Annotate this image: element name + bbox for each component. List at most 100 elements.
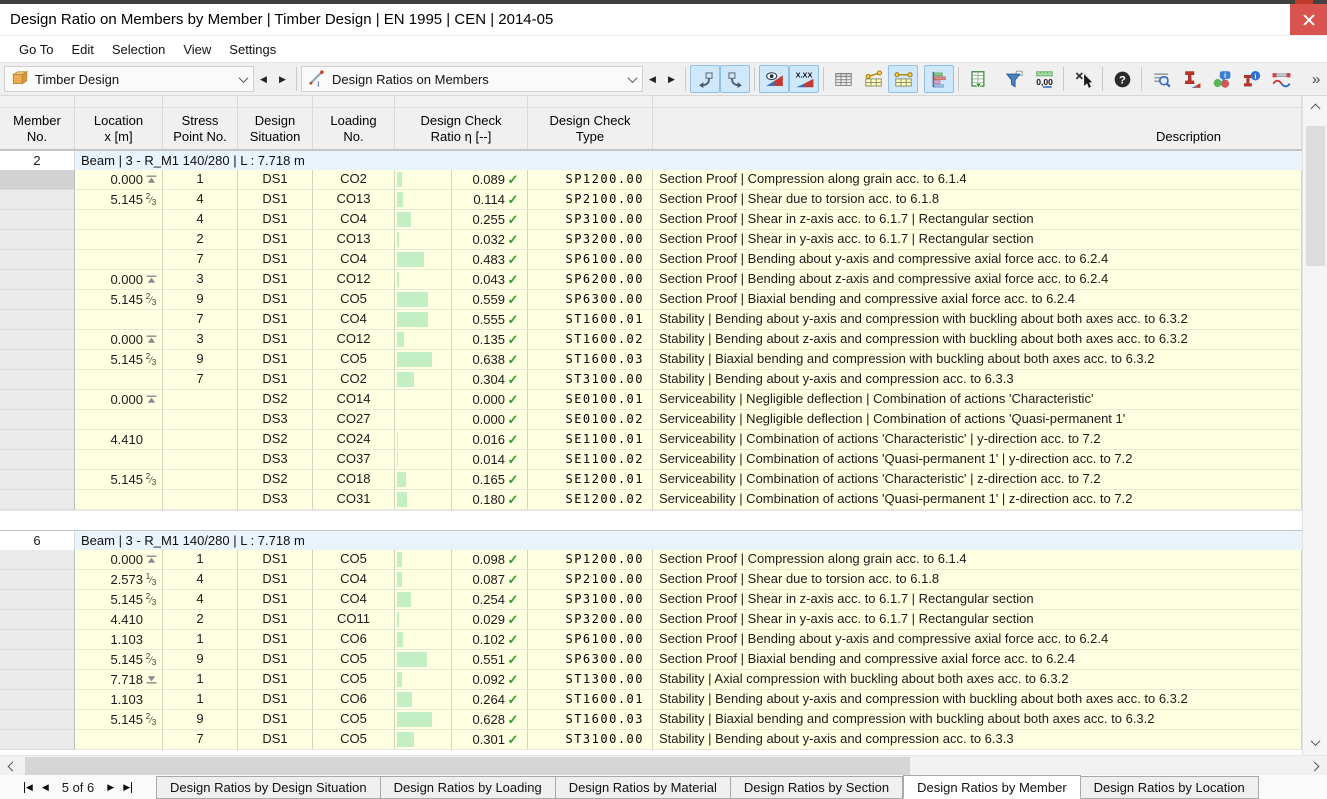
row-header-cell[interactable] bbox=[0, 330, 75, 350]
loading-cell[interactable]: CO6 bbox=[313, 690, 395, 710]
design-situation-cell[interactable]: DS3 bbox=[238, 450, 313, 470]
design-check-type-cell[interactable]: SE1100.02 bbox=[528, 450, 653, 470]
loading-cell[interactable]: CO27 bbox=[313, 410, 395, 430]
stress-point-cell[interactable]: 1 bbox=[163, 690, 238, 710]
description-cell[interactable]: Stability | Axial compression with buckl… bbox=[653, 670, 1302, 690]
design-situation-cell[interactable]: DS1 bbox=[238, 250, 313, 270]
ratio-bar-cell[interactable] bbox=[395, 630, 452, 650]
ratio-bar-cell[interactable] bbox=[395, 650, 452, 670]
ratio-value-cell[interactable]: 0.000 ✓ bbox=[452, 410, 528, 430]
design-situation-cell[interactable]: DS1 bbox=[238, 290, 313, 310]
result-diagram-icon[interactable] bbox=[924, 65, 954, 93]
location-cell[interactable]: 5.145 2⁄3 bbox=[75, 350, 163, 370]
description-cell[interactable]: Section Proof | Shear in z-axis acc. to … bbox=[653, 590, 1302, 610]
ratio-value-cell[interactable]: 0.301 ✓ bbox=[452, 730, 528, 750]
menu-item-edit[interactable]: Edit bbox=[71, 41, 94, 57]
location-cell[interactable]: 0.000 bbox=[75, 170, 163, 190]
loading-cell[interactable]: CO4 bbox=[313, 210, 395, 230]
ratio-value-cell[interactable]: 0.551 ✓ bbox=[452, 650, 528, 670]
show-results-eye-icon[interactable] bbox=[759, 65, 789, 93]
design-check-type-cell[interactable]: SP3100.00 bbox=[528, 210, 653, 230]
location-cell[interactable]: 5.145 2⁄3 bbox=[75, 290, 163, 310]
table-row[interactable]: 0.000 1 DS1 CO2 0.089 ✓ SP1200.00 Section Proof… bbox=[0, 170, 1302, 190]
design-situation-cell[interactable]: DS1 bbox=[238, 310, 313, 330]
row-header-cell[interactable] bbox=[0, 550, 75, 570]
row-header-cell[interactable] bbox=[0, 290, 75, 310]
table-row[interactable]: 2 DS1 CO13 0.032 ✓ SP3200.00 Section Proof | S… bbox=[0, 230, 1302, 250]
module-previous-button[interactable]: ◀ bbox=[260, 73, 267, 84]
design-check-type-cell[interactable]: ST1600.03 bbox=[528, 350, 653, 370]
design-check-type-cell[interactable]: SE1100.01 bbox=[528, 430, 653, 450]
description-cell[interactable]: Serviceability | Combination of actions … bbox=[653, 490, 1302, 510]
previous-table-button[interactable]: ◀ bbox=[41, 781, 49, 792]
loading-cell[interactable]: CO14 bbox=[313, 390, 395, 410]
design-check-type-cell[interactable]: SP3200.00 bbox=[528, 610, 653, 630]
ratio-bar-cell[interactable] bbox=[395, 190, 452, 210]
row-header-cell[interactable] bbox=[0, 250, 75, 270]
horizontal-scrollbar-thumb[interactable] bbox=[25, 757, 910, 775]
table-row[interactable]: 7 DS1 CO4 0.555 ✓ ST1600.01 Stability | Bendin… bbox=[0, 310, 1302, 330]
table-row[interactable]: DS3 CO37 0.014 ✓ SE1100.02 Serviceability | C… bbox=[0, 450, 1302, 470]
table-row[interactable]: 1.103 1 DS1 CO6 0.102 ✓ SP6100.00 Section Proof… bbox=[0, 630, 1302, 650]
ratio-value-cell[interactable]: 0.032 ✓ bbox=[452, 230, 528, 250]
ratio-bar-cell[interactable] bbox=[395, 430, 452, 450]
table-row[interactable]: 0.000 DS2 CO14 0.000 ✓ SE0100.01 Serviceabilit… bbox=[0, 390, 1302, 410]
cancel-selection-icon[interactable] bbox=[1068, 65, 1098, 93]
table-results-by-section-icon[interactable] bbox=[888, 65, 918, 93]
ratio-bar-cell[interactable] bbox=[395, 710, 452, 730]
table-row[interactable]: DS3 CO31 0.180 ✓ SE1200.02 Serviceability | C… bbox=[0, 490, 1302, 510]
table-row[interactable]: 4 DS1 CO4 0.255 ✓ SP3100.00 Section Proof | Sh… bbox=[0, 210, 1302, 230]
description-cell[interactable]: Section Proof | Compression along grain … bbox=[653, 170, 1302, 190]
next-table-button[interactable]: ▶ bbox=[107, 781, 115, 792]
design-check-type-cell[interactable]: SE0100.01 bbox=[528, 390, 653, 410]
row-header-cell[interactable] bbox=[0, 350, 75, 370]
tab-design-ratios-by-location[interactable]: Design Ratios by Location bbox=[1080, 776, 1259, 799]
stress-point-cell[interactable]: 7 bbox=[163, 250, 238, 270]
excel-export-icon[interactable] bbox=[963, 65, 993, 93]
design-situation-cell[interactable]: DS1 bbox=[238, 650, 313, 670]
description-cell[interactable]: Section Proof | Biaxial bending and comp… bbox=[653, 650, 1302, 670]
design-situation-cell[interactable]: DS2 bbox=[238, 390, 313, 410]
stress-point-cell[interactable]: 4 bbox=[163, 190, 238, 210]
stress-point-cell[interactable] bbox=[163, 490, 238, 510]
design-situation-cell[interactable]: DS1 bbox=[238, 710, 313, 730]
row-header-cell[interactable] bbox=[0, 390, 75, 410]
ratio-bar-cell[interactable] bbox=[395, 470, 452, 490]
loading-cell[interactable]: CO13 bbox=[313, 190, 395, 210]
location-cell[interactable]: 7.718 bbox=[75, 670, 163, 690]
ratio-bar-cell[interactable] bbox=[395, 350, 452, 370]
location-cell[interactable] bbox=[75, 250, 163, 270]
help-icon[interactable]: ? bbox=[1107, 65, 1137, 93]
row-header-cell[interactable] bbox=[0, 470, 75, 490]
ratio-value-cell[interactable]: 0.559 ✓ bbox=[452, 290, 528, 310]
ratio-bar-cell[interactable] bbox=[395, 690, 452, 710]
design-situation-cell[interactable]: DS1 bbox=[238, 570, 313, 590]
description-cell[interactable]: Serviceability | Combination of actions … bbox=[653, 430, 1302, 450]
location-cell[interactable]: 0.000 bbox=[75, 270, 163, 290]
scroll-right-button[interactable] bbox=[1302, 756, 1327, 776]
table-results-by-node-icon[interactable] bbox=[858, 65, 888, 93]
loading-cell[interactable]: CO2 bbox=[313, 370, 395, 390]
design-situation-cell[interactable]: DS1 bbox=[238, 330, 313, 350]
design-check-type-cell[interactable]: SP3200.00 bbox=[528, 230, 653, 250]
close-button[interactable] bbox=[1290, 4, 1327, 35]
ratio-value-cell[interactable]: 0.000 ✓ bbox=[452, 390, 528, 410]
stress-point-cell[interactable]: 2 bbox=[163, 230, 238, 250]
ratio-value-cell[interactable]: 0.638 ✓ bbox=[452, 350, 528, 370]
location-cell[interactable] bbox=[75, 210, 163, 230]
description-cell[interactable]: Stability | Biaxial bending and compress… bbox=[653, 350, 1302, 370]
description-cell[interactable]: Stability | Bending about y-axis and com… bbox=[653, 690, 1302, 710]
stress-point-cell[interactable] bbox=[163, 450, 238, 470]
description-cell[interactable]: Stability | Bending about y-axis and com… bbox=[653, 370, 1302, 390]
ratio-bar-cell[interactable] bbox=[395, 290, 452, 310]
table-row[interactable]: 7 DS1 CO5 0.301 ✓ ST3100.00 Stability | Bendin… bbox=[0, 730, 1302, 750]
stress-point-cell[interactable]: 1 bbox=[163, 630, 238, 650]
row-header-cell[interactable] bbox=[0, 650, 75, 670]
design-check-type-cell[interactable]: SP1200.00 bbox=[528, 550, 653, 570]
row-header-cell[interactable] bbox=[0, 690, 75, 710]
section-info-icon[interactable]: i bbox=[1236, 65, 1266, 93]
loading-cell[interactable]: CO6 bbox=[313, 630, 395, 650]
location-cell[interactable]: 4.410 bbox=[75, 610, 163, 630]
row-header-cell[interactable] bbox=[0, 270, 75, 290]
table-row[interactable]: 5.145 2⁄3 9 DS1 CO5 0.628 ✓ ST1600.03 Stability … bbox=[0, 710, 1302, 730]
